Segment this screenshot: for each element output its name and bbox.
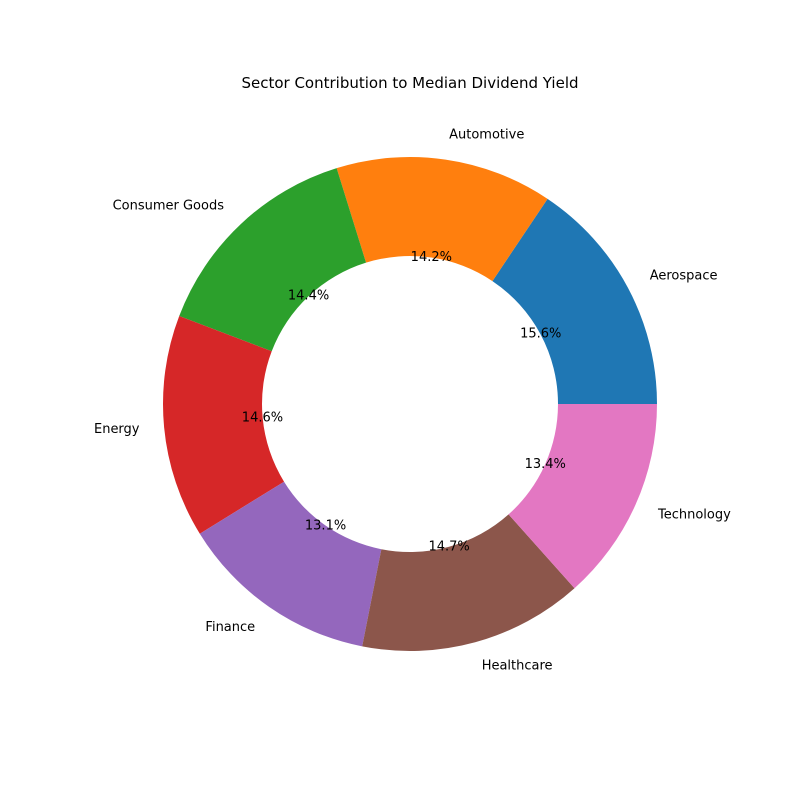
pct-label-technology: 13.4%: [525, 457, 566, 472]
slices-group: [163, 157, 657, 652]
pct-label-automotive: 14.2%: [411, 250, 452, 265]
slice-label-technology: Technology: [657, 508, 731, 523]
labels-group: Aerospace 15.6% Automotive 14.2% Consumer Go…: [94, 128, 731, 674]
slice-label-healthcare: Healthcare: [482, 659, 553, 674]
slice-finance: [199, 481, 382, 647]
slice-healthcare: [362, 514, 575, 652]
slice-consumer-goods: [179, 168, 367, 352]
slice-automotive: [336, 157, 548, 282]
chart-title: Sector Contribution to Median Dividend Y…: [241, 74, 578, 92]
pct-label-finance: 13.1%: [305, 518, 346, 533]
slice-label-consumer-goods: Consumer Goods: [113, 198, 225, 213]
pct-label-aerospace: 15.6%: [520, 327, 561, 342]
slice-technology: [508, 404, 657, 589]
slice-energy: [163, 315, 285, 534]
slice-label-aerospace: Aerospace: [650, 269, 718, 284]
slice-aerospace: [492, 198, 657, 404]
slice-label-finance: Finance: [205, 620, 255, 635]
slice-label-automotive: Automotive: [449, 128, 524, 143]
slice-label-energy: Energy: [94, 422, 140, 437]
pct-label-healthcare: 14.7%: [428, 539, 469, 554]
pct-label-energy: 14.6%: [242, 410, 283, 425]
pct-label-consumer-goods: 14.4%: [288, 288, 329, 303]
